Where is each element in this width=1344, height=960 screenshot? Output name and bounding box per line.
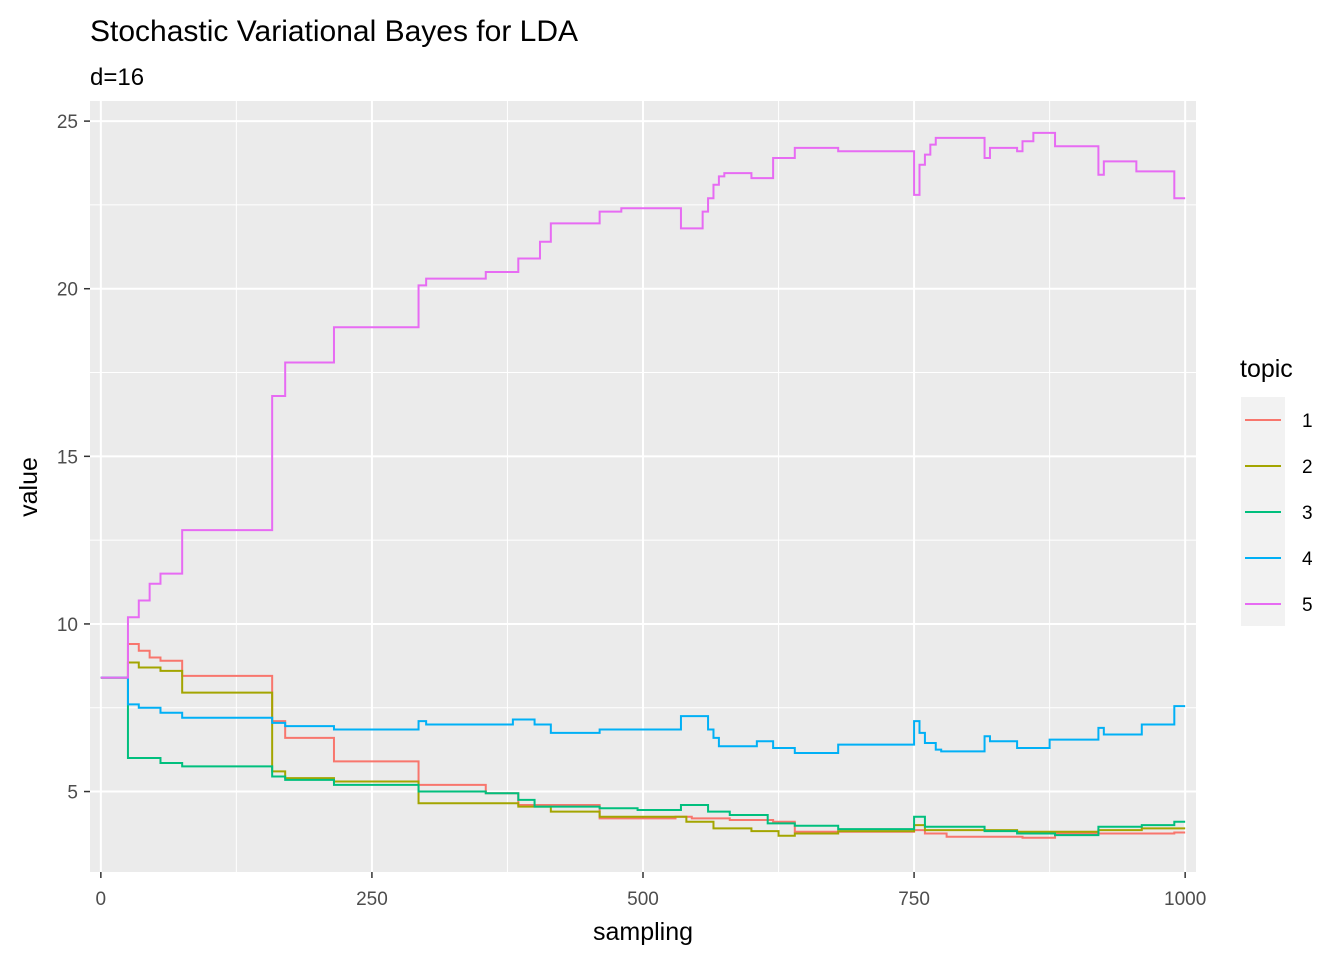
x-tick-label: 250 <box>356 889 388 910</box>
x-tick-label: 1000 <box>1164 889 1206 910</box>
x-axis-title: sampling <box>593 918 693 946</box>
y-axis-ticks: 5 10 15 20 25 <box>57 112 90 804</box>
legend-label-topic-3: 3 <box>1302 503 1313 524</box>
x-tick-label: 0 <box>96 889 107 910</box>
legend-items: 1 2 3 4 5 <box>1245 411 1313 616</box>
chart-subtitle: d=16 <box>90 64 144 91</box>
x-axis-ticks: 0 250 500 750 1000 <box>96 872 1206 910</box>
y-tick-label: 10 <box>57 615 78 636</box>
y-tick-label: 5 <box>67 783 78 804</box>
legend-label-topic-4: 4 <box>1302 549 1313 570</box>
series-line-topic-5 <box>100 131 1186 679</box>
series-line-topic-4 <box>100 676 1186 754</box>
legend-label-topic-1: 1 <box>1302 411 1313 432</box>
legend-label-topic-5: 5 <box>1302 595 1313 616</box>
legend: topic 1 2 3 4 5 <box>1240 355 1313 626</box>
y-tick-label: 15 <box>57 447 78 468</box>
y-tick-label: 20 <box>57 280 78 301</box>
y-tick-label: 25 <box>57 112 78 133</box>
legend-title: topic <box>1240 355 1293 383</box>
major-gridlines <box>90 101 1196 872</box>
series-line-topic-3 <box>100 676 1186 837</box>
series-lines <box>100 131 1186 839</box>
x-tick-label: 500 <box>627 889 659 910</box>
legend-label-topic-2: 2 <box>1302 457 1313 478</box>
x-tick-label: 750 <box>898 889 930 910</box>
y-axis-title: value <box>15 457 43 517</box>
chart-title: Stochastic Variational Bayes for LDA <box>90 15 578 48</box>
